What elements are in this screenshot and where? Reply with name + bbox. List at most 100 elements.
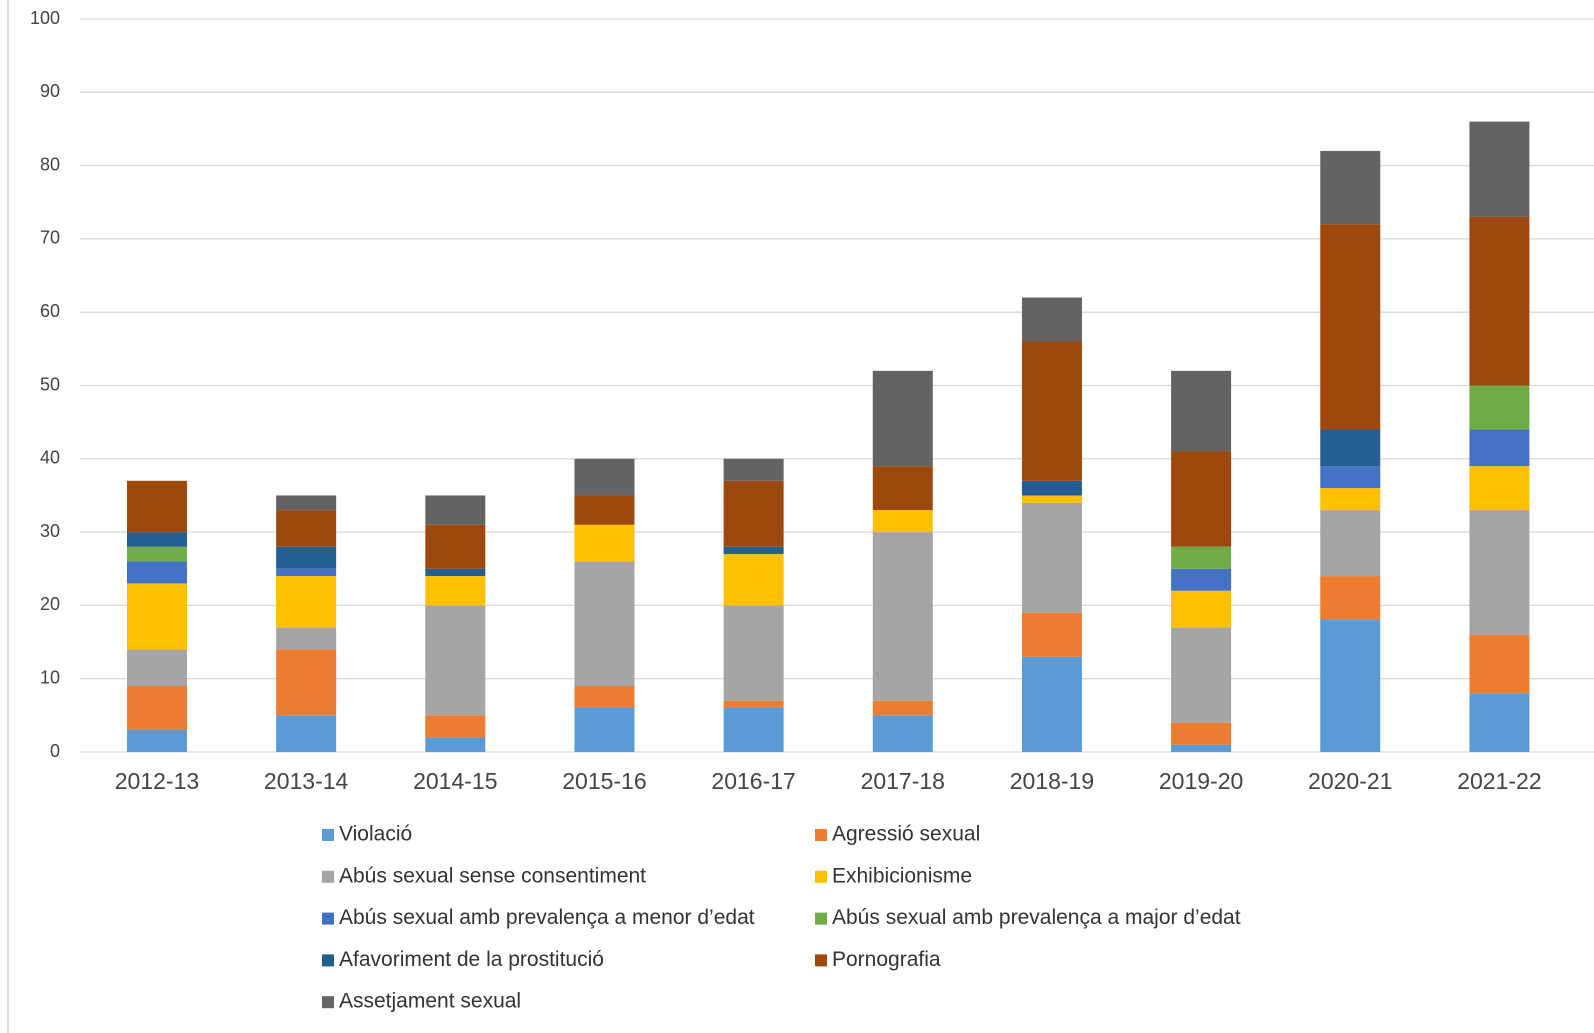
- bar-segment: [1021, 480, 1082, 496]
- x-tick-label: 2020-21: [1308, 768, 1392, 794]
- bar-segment: [872, 510, 933, 533]
- x-tick-label: 2014-15: [413, 768, 497, 794]
- legend-swatch: [322, 912, 334, 925]
- bar-segment: [1320, 488, 1381, 511]
- bar-segment: [1320, 620, 1381, 752]
- legend-swatch: [322, 870, 334, 883]
- bar-segment: [276, 627, 337, 650]
- x-tick-label: 2012-13: [115, 768, 199, 794]
- bar-segment: [1171, 722, 1232, 745]
- y-tick-label: 50: [40, 374, 60, 394]
- x-tick-label: 2018-19: [1010, 768, 1094, 794]
- x-tick-label: 2016-17: [711, 768, 795, 794]
- bar-segment: [1320, 510, 1381, 577]
- bar-segment: [1469, 466, 1530, 511]
- bar-segment: [1021, 297, 1082, 342]
- bar-segment: [1021, 502, 1082, 613]
- bar-segment: [574, 495, 635, 525]
- y-tick-label: 30: [40, 521, 60, 541]
- x-tick-label: 2015-16: [562, 768, 646, 794]
- bar-segment: [425, 495, 486, 525]
- bar-segment: [126, 686, 187, 731]
- bar-segment: [425, 524, 486, 569]
- bar-segment: [126, 649, 187, 687]
- bar-segment: [723, 700, 784, 709]
- legend-swatch: [322, 829, 334, 841]
- bar-segment: [276, 715, 337, 752]
- bar-segment: [723, 605, 784, 701]
- y-tick-label: 40: [40, 448, 60, 468]
- bar-segment: [1021, 656, 1082, 752]
- bar-segment: [872, 700, 933, 716]
- bar-segment: [276, 546, 337, 569]
- bar-segment: [126, 546, 187, 562]
- bar-segment: [126, 480, 187, 533]
- legend-swatch: [815, 829, 827, 841]
- x-tick-label: 2019-20: [1159, 768, 1243, 794]
- bar-segment: [1469, 429, 1530, 467]
- bar-segment: [1469, 121, 1530, 217]
- bar-segment: [723, 480, 784, 547]
- bar-segment: [574, 708, 635, 752]
- bar-segment: [1021, 341, 1082, 481]
- y-tick-label: 80: [40, 154, 60, 174]
- bar-segment: [276, 649, 337, 716]
- legend-swatch: [815, 912, 827, 925]
- x-tick-label: 2013-14: [264, 768, 349, 794]
- legend-label: Assetjament sexual: [339, 990, 521, 1013]
- bar-segment: [1320, 466, 1381, 489]
- bar-segment: [276, 576, 337, 628]
- bar-segment: [276, 568, 337, 577]
- bar-segment: [126, 561, 187, 584]
- bar-segment: [872, 370, 933, 467]
- y-tick-label: 20: [40, 594, 60, 614]
- legend-label: Abús sexual amb prevalença a menor d’eda…: [339, 906, 755, 929]
- bar-segment: [1171, 590, 1232, 628]
- legend-label: Abús sexual amb prevalença a major d’eda…: [832, 906, 1241, 929]
- y-tick-label: 0: [50, 741, 60, 761]
- bar-segment: [574, 561, 635, 687]
- bar-segment: [126, 583, 187, 650]
- bar-segment: [425, 576, 486, 606]
- bar-segment: [723, 708, 784, 752]
- legend-swatch: [815, 870, 827, 883]
- y-tick-label: 100: [30, 8, 60, 28]
- bar-segment: [126, 532, 187, 547]
- bar-segment: [276, 510, 337, 547]
- bar-segment: [425, 737, 486, 752]
- bar-segment: [1171, 568, 1232, 591]
- bar-segment: [1469, 634, 1530, 694]
- bar-segment: [1469, 693, 1530, 752]
- bar-segment: [1021, 612, 1082, 657]
- bar-segment: [723, 458, 784, 481]
- legend-swatch: [815, 954, 827, 967]
- bar-segment: [425, 715, 486, 738]
- bar-segment: [1469, 510, 1530, 635]
- bar-segment: [1320, 429, 1381, 467]
- bar-segment: [1171, 451, 1232, 547]
- legend-swatch: [322, 996, 334, 1009]
- legend-label: Violació: [339, 823, 412, 846]
- bar-segment: [1171, 546, 1232, 569]
- bar-segment: [1469, 385, 1530, 430]
- bar-segment: [1469, 216, 1530, 386]
- bar-segment: [872, 532, 933, 701]
- x-tick-label: 2017-18: [861, 768, 945, 794]
- legend-swatch: [322, 954, 334, 967]
- legend-label: Pornografia: [832, 948, 941, 971]
- bar-segment: [1320, 576, 1381, 621]
- bar-segment: [1320, 224, 1381, 430]
- bar-segment: [425, 568, 486, 577]
- y-tick-label: 60: [40, 301, 60, 321]
- bar-segment: [1171, 744, 1232, 752]
- bar-segment: [723, 546, 784, 555]
- y-tick-label: 70: [40, 228, 60, 248]
- bar-segment: [723, 554, 784, 606]
- y-tick-label: 90: [40, 81, 60, 101]
- bar-segment: [425, 605, 486, 716]
- bar-segment: [1021, 495, 1082, 503]
- bar-segment: [872, 715, 933, 752]
- bar-segment: [574, 686, 635, 709]
